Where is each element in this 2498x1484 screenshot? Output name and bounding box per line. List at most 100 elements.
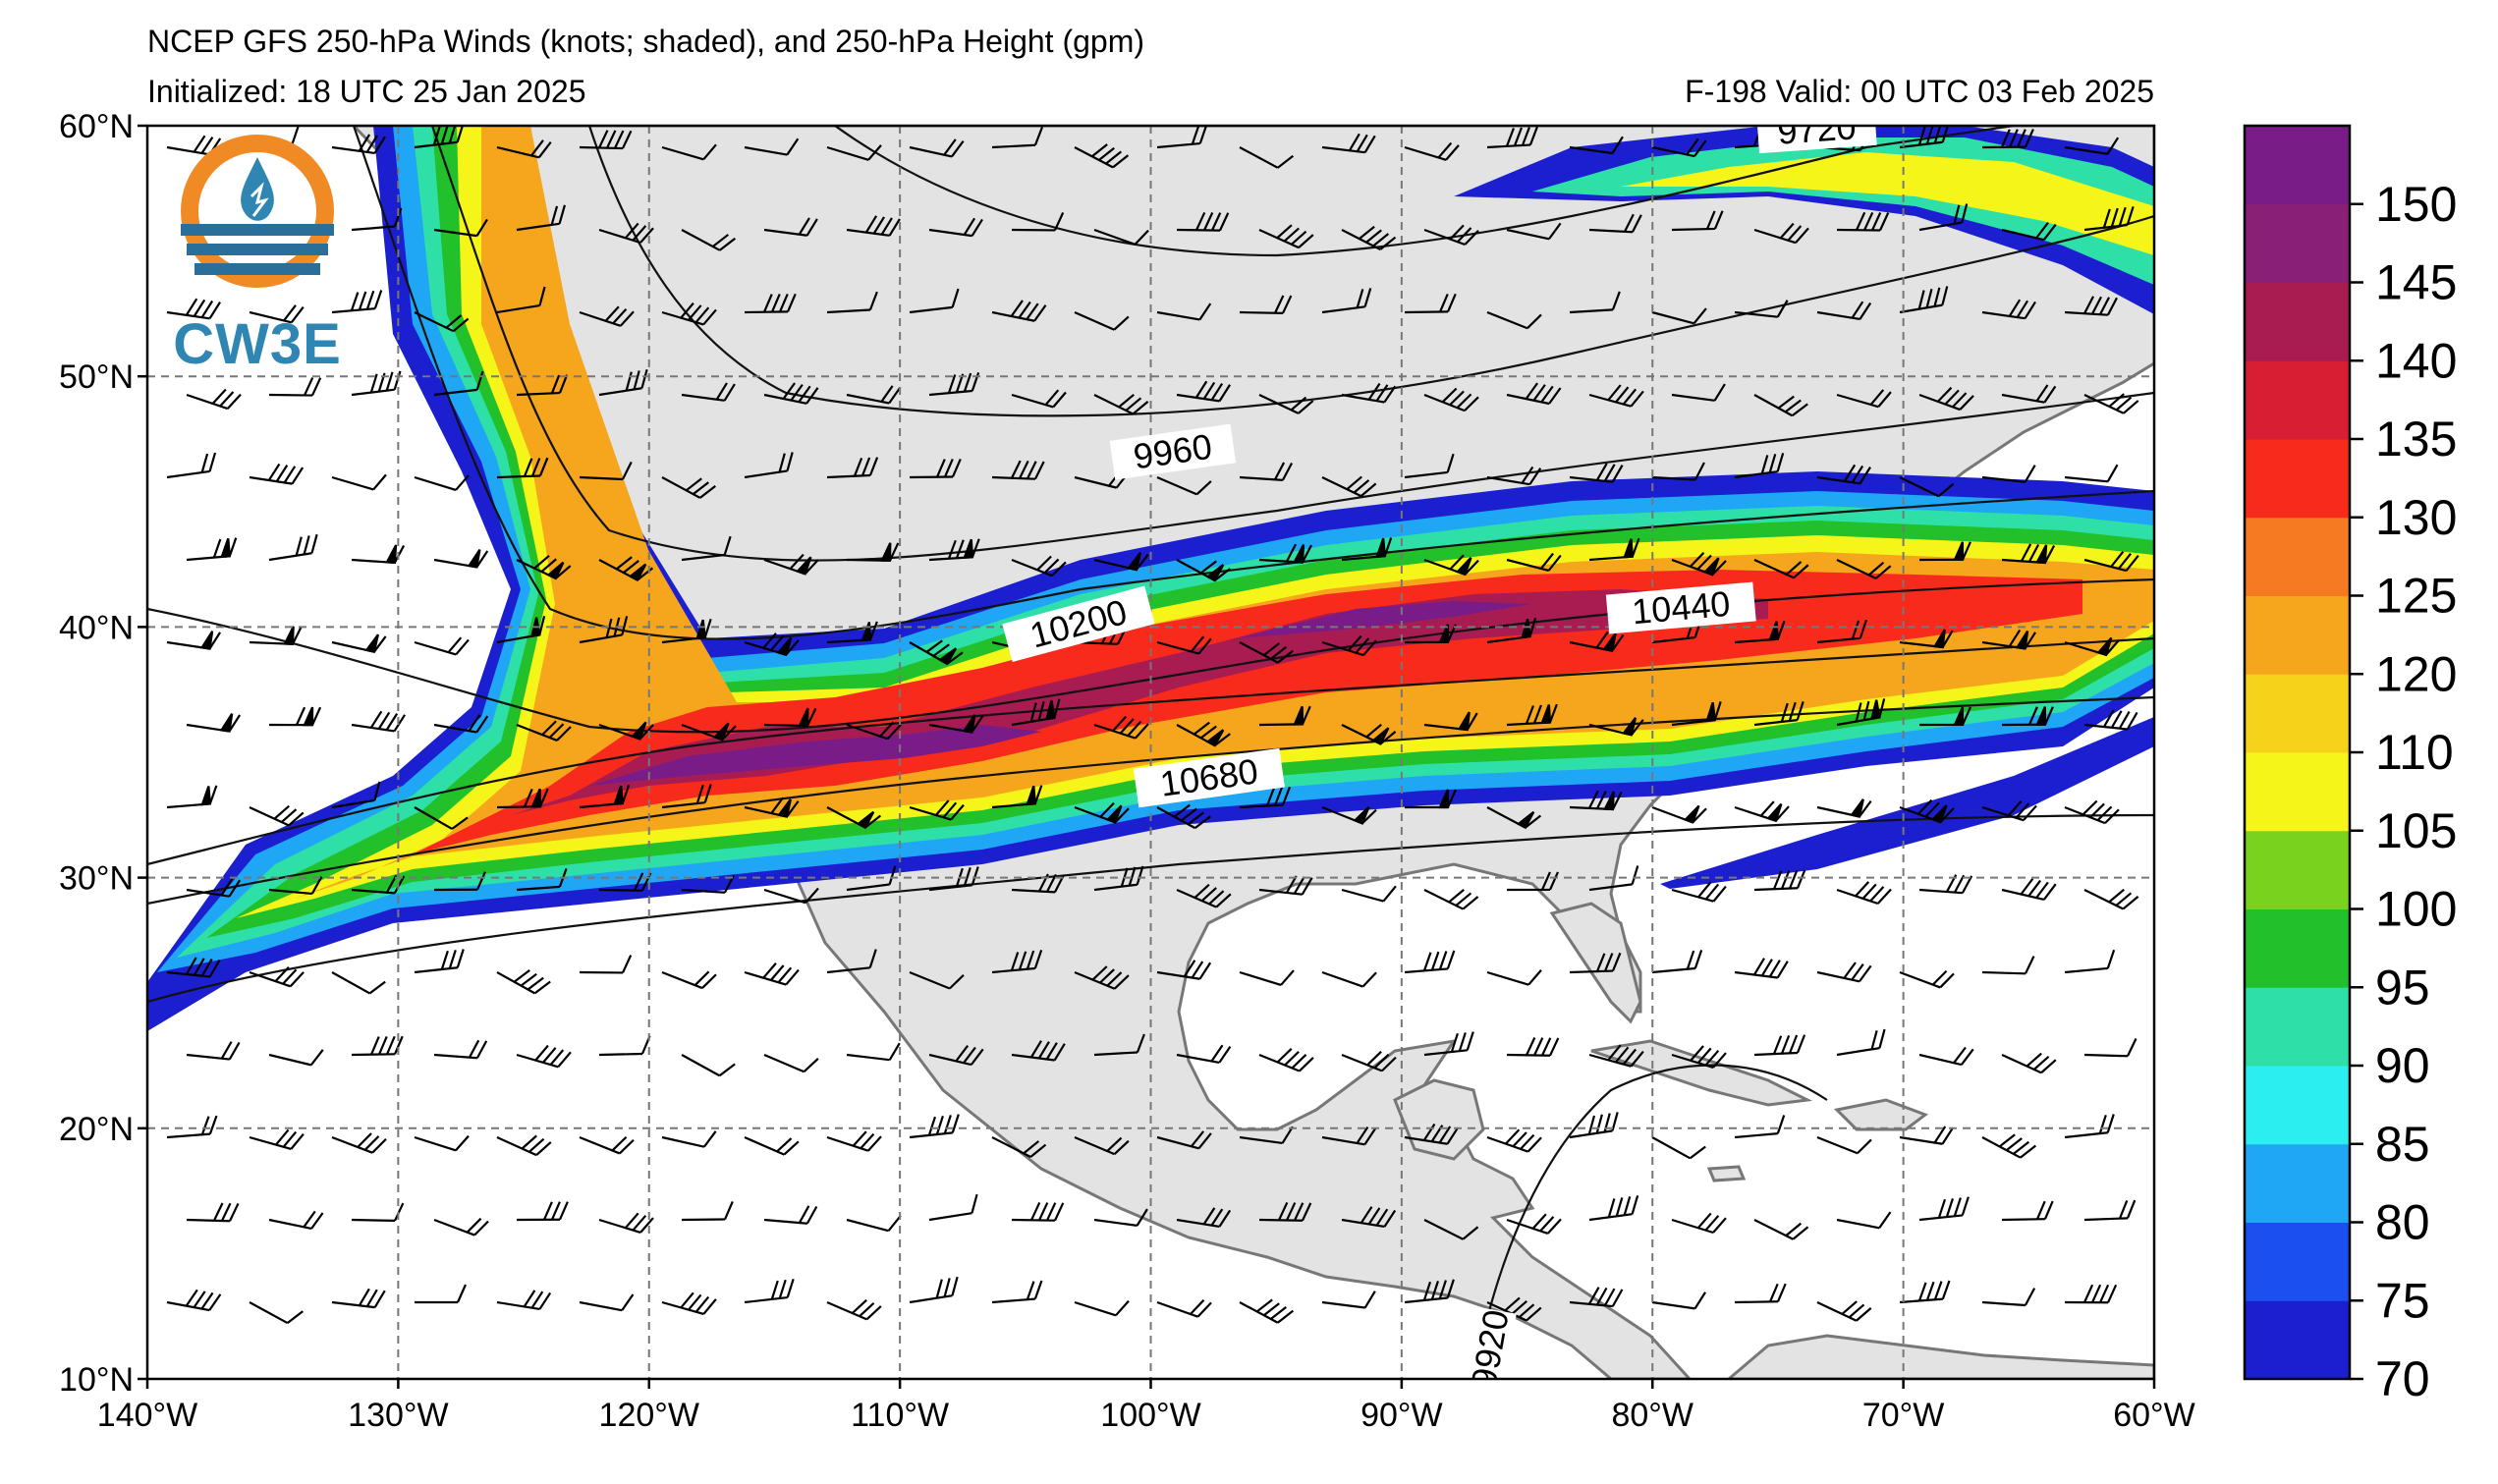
wind-barb — [414, 636, 470, 656]
wind-barb — [1258, 394, 1314, 414]
wind-barb — [516, 204, 567, 232]
wind-barb — [1588, 213, 1642, 234]
wind-barb — [1176, 380, 1231, 403]
colorbar-segment — [2245, 830, 2350, 909]
wind-barb — [1981, 629, 2037, 650]
wind-barb — [2064, 137, 2120, 155]
wind-barb — [661, 476, 716, 499]
wind-barb — [1918, 386, 1974, 412]
latitude-labels: 60°N 50°N 40°N 30°N 20°N 10°N — [59, 108, 134, 1399]
wind-barb — [1918, 706, 1971, 727]
colorbar-segment — [2245, 1300, 2350, 1380]
wind-barb — [1506, 871, 1559, 892]
jamaica-land — [1706, 1165, 1747, 1182]
wind-barb — [1651, 1136, 1706, 1160]
colorbar-label: 85 — [2375, 1117, 2430, 1172]
lon-label: 80°W — [1611, 1397, 1693, 1434]
wind-barb — [2064, 464, 2119, 483]
wind-barb — [249, 965, 305, 988]
wind-barb — [2083, 393, 2139, 414]
wind-barb — [991, 1280, 1043, 1304]
wind-barb — [351, 544, 406, 565]
wind-barb — [826, 291, 878, 314]
wind-barb — [1486, 806, 1542, 830]
lat-label: 60°N — [59, 108, 134, 145]
wind-barb — [516, 720, 572, 742]
wind-barb — [1753, 1219, 1809, 1240]
wind-barb — [1671, 1045, 1727, 1069]
contour-label-10440: 10440 — [1631, 583, 1732, 632]
wind-barb — [2001, 1200, 2054, 1222]
wind-barb — [826, 144, 882, 161]
wind-barb — [1816, 619, 1868, 644]
colorbar-tick-labels: 70 75 80 85 90 95 100 105 110 120 125 130 135 140 145 1… — [2375, 177, 2457, 1406]
wind-barb — [1816, 1300, 1872, 1322]
wind-barb — [1899, 1280, 1951, 1304]
wind-barb — [1074, 310, 1130, 331]
lat-label: 10°N — [59, 1361, 134, 1399]
colorbar-segment — [2245, 126, 2350, 205]
wind-barb — [351, 874, 406, 895]
wind-barb — [909, 1114, 960, 1139]
wind-barb — [1569, 136, 1624, 155]
wind-barb — [186, 388, 242, 411]
wind-barb — [579, 784, 631, 809]
wind-barb — [1176, 721, 1231, 747]
colorbar-label: 75 — [2375, 1273, 2430, 1328]
wind-barb — [351, 1202, 405, 1223]
wind-barb — [249, 626, 303, 645]
wind-barb — [991, 949, 1043, 974]
wind-barb — [1486, 310, 1542, 330]
wind-barb — [991, 126, 1044, 149]
wind-barb — [1404, 141, 1460, 161]
wind-barb — [331, 971, 386, 995]
lat-lon-grid — [147, 126, 2154, 1379]
cuba-land — [1590, 1039, 1813, 1107]
wind-barb — [744, 137, 800, 156]
wind-barb — [1239, 641, 1295, 664]
wind-barbs — [166, 126, 2139, 1325]
wind-barb — [1836, 211, 1890, 232]
wind-barb — [1341, 723, 1397, 745]
wind-barb — [414, 474, 470, 491]
wind-barb — [186, 537, 238, 562]
lat-label: 30°N — [59, 860, 134, 898]
wind-barb — [1671, 383, 1726, 402]
wind-barb — [2083, 888, 2139, 910]
wind-barb — [1899, 476, 1955, 498]
wind-barb — [1651, 1292, 1706, 1310]
wind-barb — [1423, 1031, 1474, 1057]
wind-barb — [744, 293, 797, 314]
wind-barb — [928, 538, 980, 562]
wind-barb — [166, 452, 217, 479]
colorbar-label: 100 — [2375, 882, 2457, 937]
wind-barb — [681, 535, 732, 562]
map-panel: 9720 9960 10200 10440 10680 9920 — [147, 126, 2154, 1379]
wind-barb — [1321, 1126, 1377, 1146]
south-america-land — [1726, 1334, 2154, 1379]
wind-barb — [1836, 389, 1892, 409]
contour-labels: 9720 9960 10200 10440 10680 9920 — [1002, 126, 1877, 1379]
wind-barb — [744, 1135, 800, 1156]
lon-label: 90°W — [1360, 1397, 1443, 1434]
wind-barb — [1321, 288, 1372, 314]
wind-barb — [331, 473, 387, 491]
wind-barb — [1341, 885, 1397, 903]
lon-label: 110°W — [851, 1397, 949, 1434]
wind-barb — [846, 215, 901, 237]
wind-barb — [1981, 299, 2036, 320]
wind-barb — [826, 949, 877, 974]
wind-barb — [1423, 224, 1479, 247]
wind-barb — [1651, 137, 1707, 158]
wind-barb — [598, 222, 654, 245]
wind-barb — [1258, 875, 1313, 896]
wind-barb — [681, 1054, 736, 1077]
wind-barb — [1836, 1028, 1886, 1057]
wind-barb — [1423, 711, 1478, 732]
wind-barb — [1341, 537, 1393, 562]
colorbar-segment — [2245, 987, 2350, 1067]
wind-barb — [1588, 537, 1640, 562]
wind-barb — [1239, 1298, 1295, 1324]
wind-barb — [1836, 881, 1892, 906]
wind-barb — [351, 1035, 404, 1057]
